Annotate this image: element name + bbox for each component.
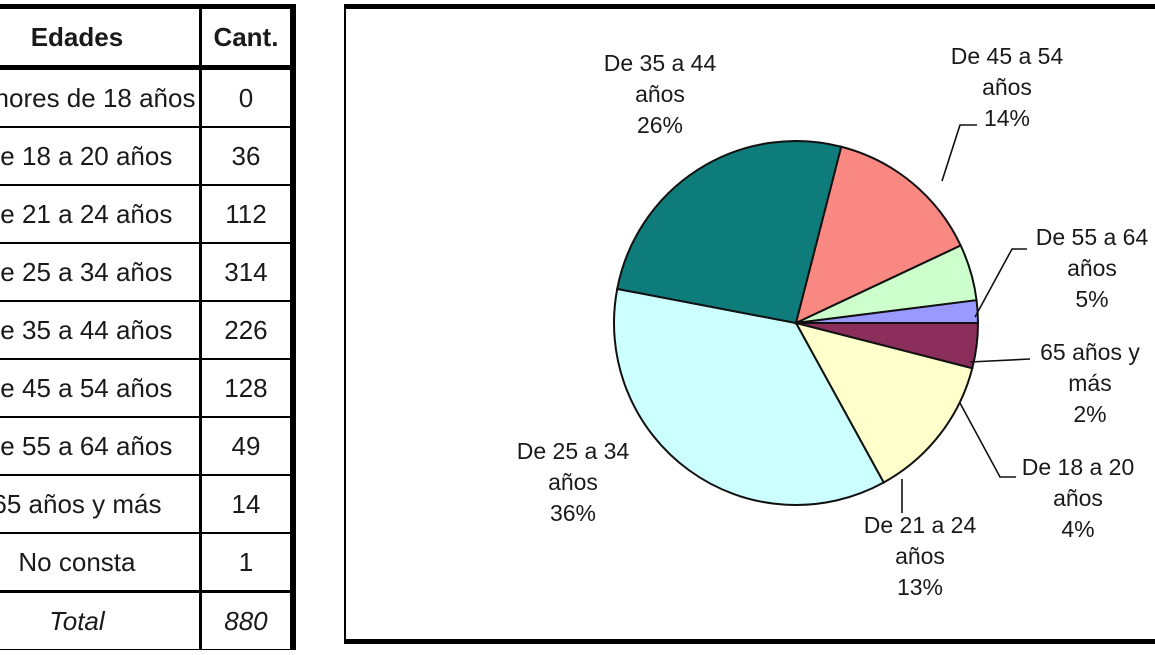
table-row: De 18 a 20 años 36 [0, 127, 296, 186]
slice-label-line: años [635, 81, 685, 107]
header-count: Cant. [200, 6, 296, 70]
slice-label-line: años [895, 543, 945, 569]
slice-label-line: años [548, 469, 598, 495]
total-value: 880 [200, 590, 296, 650]
table-row: De 45 a 54 años 128 [0, 359, 296, 418]
table-row: 65 años y más 14 [0, 475, 296, 534]
age-range-cell: De 55 a 64 años [0, 417, 202, 476]
slice-label-line: De 21 a 24 [864, 512, 977, 538]
slice-label: De 55 a 64 años 5% [1036, 224, 1149, 312]
count-cell: 128 [200, 359, 296, 418]
label-leader-line [969, 358, 1031, 363]
age-range-cell: Menores de 18 años [0, 67, 202, 128]
pie-slice [616, 140, 843, 325]
slice-label-line: más [1068, 370, 1111, 396]
label-leader-line [941, 124, 977, 182]
slice-label-line: 5% [1075, 286, 1108, 312]
count-cell: 36 [200, 127, 296, 186]
age-range-cell: De 45 a 54 años [0, 359, 202, 418]
table-header-row: Edades Cant. [0, 6, 296, 70]
slice-label-line: 65 años y [1040, 339, 1140, 365]
pie-slice [794, 145, 963, 325]
slice-label: De 21 a 24 años 13% [864, 512, 977, 600]
slice-label-line: años [1053, 485, 1103, 511]
count-cell: 314 [200, 243, 296, 302]
slice-label-line: años [982, 74, 1032, 100]
slice-label-line: De 45 a 54 [951, 43, 1064, 69]
table-row: No consta 1 [0, 533, 296, 593]
slice-label: De 18 a 20 años 4% [1022, 454, 1135, 542]
slice-label-line: De 25 a 34 [517, 438, 630, 464]
slice-label: De 25 a 34 años 36% [517, 438, 630, 526]
count-cell: 1 [200, 533, 296, 593]
age-range-cell: 65 años y más [0, 475, 202, 534]
age-range-cell: De 35 a 44 años [0, 301, 202, 360]
pie-slice [612, 287, 886, 506]
table-row: De 25 a 34 años 314 [0, 243, 296, 302]
slice-label-line: 2% [1073, 401, 1106, 427]
slice-label-line: De 18 a 20 [1022, 454, 1135, 480]
count-cell: 226 [200, 301, 296, 360]
header-age-range: Edades [0, 6, 202, 70]
table-row: De 21 a 24 años 112 [0, 185, 296, 244]
slice-label-line: De 55 a 64 [1036, 224, 1149, 250]
age-range-cell: De 18 a 20 años [0, 127, 202, 186]
table-row: De 35 a 44 años 226 [0, 301, 296, 360]
pie-slice [794, 321, 974, 484]
label-leader-line [959, 402, 1016, 478]
count-cell: 112 [200, 185, 296, 244]
total-row: Total 880 [0, 590, 296, 650]
age-range-cell: De 25 a 34 años [0, 243, 202, 302]
slice-label-line: 13% [897, 574, 943, 600]
slice-label-line: años [1067, 255, 1117, 281]
age-pie-chart: De 18 a 20 años 4% De 21 a 24 años 13% De 25 a… [517, 43, 1149, 600]
count-cell: 0 [200, 67, 296, 128]
slice-label-line: De 35 a 44 [604, 50, 717, 76]
slice-label: De 35 a 44 años 26% [604, 50, 717, 138]
slice-label-line: 26% [637, 112, 683, 138]
age-range-cell: No consta [0, 533, 202, 593]
label-leader-line [974, 248, 1027, 318]
slice-label-line: 36% [550, 500, 596, 526]
count-cell: 49 [200, 417, 296, 476]
table-row: De 55 a 64 años 49 [0, 417, 296, 476]
total-label: Total [0, 590, 202, 650]
slice-label-line: 4% [1061, 516, 1094, 542]
slice-label: 65 años y más 2% [1040, 339, 1140, 427]
age-range-cell: De 21 a 24 años [0, 185, 202, 244]
count-cell: 14 [200, 475, 296, 534]
slice-label: De 45 a 54 años 14% [951, 43, 1064, 131]
slice-label-line: 14% [984, 105, 1030, 131]
pie-chart-panel: De 18 a 20 años 4% De 21 a 24 años 13% De 25 a… [344, 4, 1155, 644]
